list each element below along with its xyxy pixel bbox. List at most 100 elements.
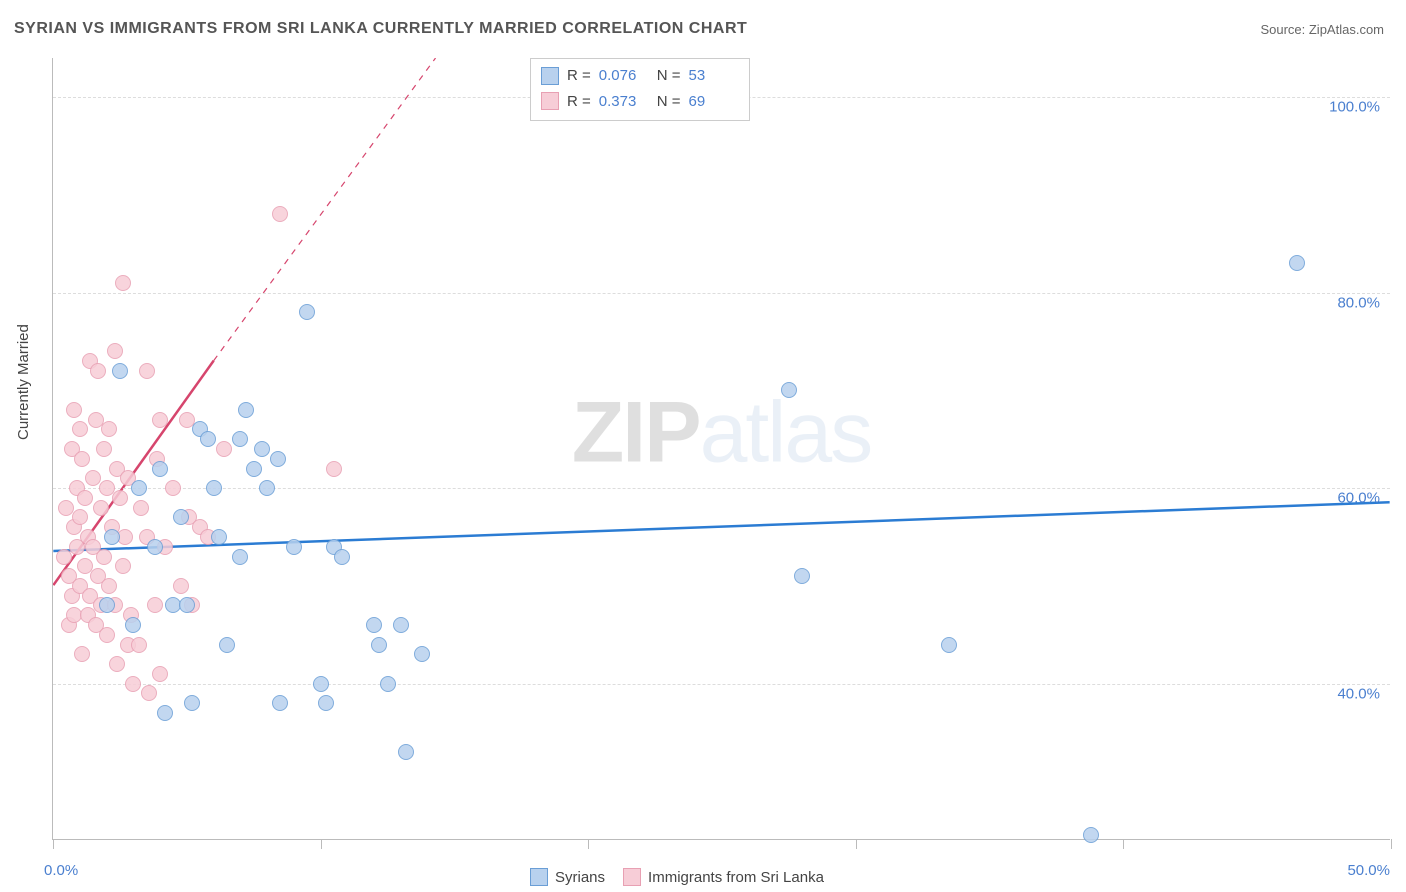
scatter-point	[794, 568, 810, 584]
legend-swatch-blue	[530, 868, 548, 886]
scatter-point	[173, 509, 189, 525]
scatter-point	[254, 441, 270, 457]
scatter-point	[165, 480, 181, 496]
scatter-point	[107, 343, 123, 359]
swatch-blue	[541, 67, 559, 85]
chart-title: SYRIAN VS IMMIGRANTS FROM SRI LANKA CURR…	[14, 20, 747, 38]
watermark: ZIPatlas	[572, 383, 871, 482]
gridline-h	[53, 488, 1390, 489]
scatter-point	[380, 676, 396, 692]
scatter-point	[414, 646, 430, 662]
scatter-point	[131, 637, 147, 653]
scatter-point	[90, 363, 106, 379]
scatter-point	[272, 695, 288, 711]
x-tick-label: 0.0%	[44, 862, 78, 879]
y-axis-label: Currently Married	[15, 324, 32, 440]
x-tick	[321, 839, 322, 849]
scatter-point	[147, 539, 163, 555]
scatter-point	[112, 490, 128, 506]
y-tick-label: 80.0%	[1337, 294, 1380, 311]
y-tick-label: 100.0%	[1329, 99, 1380, 116]
scatter-point	[313, 676, 329, 692]
scatter-point	[299, 304, 315, 320]
legend-label-srilanka: Immigrants from Sri Lanka	[648, 869, 824, 886]
correlation-stats-legend: R = 0.076 N = 53 R = 0.373 N = 69	[530, 58, 750, 121]
stats-row-pink: R = 0.373 N = 69	[541, 89, 739, 115]
plot-area: ZIPatlas 40.0% 60.0% 80.0% 100.0%	[52, 58, 1390, 840]
legend-item-srilanka: Immigrants from Sri Lanka	[623, 868, 824, 886]
scatter-point	[104, 529, 120, 545]
trend-line	[214, 58, 436, 361]
scatter-point	[152, 666, 168, 682]
legend-item-syrians: Syrians	[530, 868, 605, 886]
legend-label-syrians: Syrians	[555, 869, 605, 886]
scatter-point	[131, 480, 147, 496]
scatter-point	[334, 549, 350, 565]
scatter-point	[393, 617, 409, 633]
scatter-point	[941, 637, 957, 653]
source-attribution: Source: ZipAtlas.com	[1260, 22, 1384, 37]
scatter-point	[96, 441, 112, 457]
x-tick	[1391, 839, 1392, 849]
x-tick	[1123, 839, 1124, 849]
scatter-point	[366, 617, 382, 633]
scatter-point	[93, 500, 109, 516]
scatter-point	[77, 490, 93, 506]
scatter-point	[1289, 255, 1305, 271]
scatter-point	[398, 744, 414, 760]
scatter-point	[173, 578, 189, 594]
scatter-point	[125, 676, 141, 692]
scatter-point	[74, 646, 90, 662]
scatter-point	[74, 451, 90, 467]
scatter-point	[184, 695, 200, 711]
scatter-point	[72, 421, 88, 437]
scatter-point	[66, 402, 82, 418]
scatter-point	[115, 275, 131, 291]
scatter-point	[101, 578, 117, 594]
scatter-point	[232, 549, 248, 565]
scatter-point	[216, 441, 232, 457]
scatter-point	[152, 461, 168, 477]
scatter-point	[139, 363, 155, 379]
legend-swatch-pink	[623, 868, 641, 886]
scatter-point	[141, 685, 157, 701]
scatter-point	[326, 461, 342, 477]
scatter-point	[99, 597, 115, 613]
swatch-pink	[541, 92, 559, 110]
x-tick	[53, 839, 54, 849]
scatter-point	[371, 637, 387, 653]
scatter-point	[96, 549, 112, 565]
scatter-point	[115, 558, 131, 574]
scatter-point	[200, 431, 216, 447]
x-tick	[588, 839, 589, 849]
scatter-point	[270, 451, 286, 467]
scatter-point	[781, 382, 797, 398]
trend-line	[53, 502, 1389, 551]
scatter-point	[1083, 827, 1099, 843]
scatter-point	[206, 480, 222, 496]
scatter-point	[179, 597, 195, 613]
gridline-h	[53, 293, 1390, 294]
scatter-point	[238, 402, 254, 418]
stats-row-blue: R = 0.076 N = 53	[541, 63, 739, 89]
scatter-point	[219, 637, 235, 653]
scatter-point	[125, 617, 141, 633]
scatter-point	[246, 461, 262, 477]
y-tick-label: 40.0%	[1337, 685, 1380, 702]
scatter-point	[112, 363, 128, 379]
gridline-h	[53, 684, 1390, 685]
scatter-point	[157, 705, 173, 721]
scatter-point	[232, 431, 248, 447]
x-tick-label: 50.0%	[1347, 862, 1390, 879]
series-legend: Syrians Immigrants from Sri Lanka	[530, 868, 824, 886]
scatter-point	[211, 529, 227, 545]
scatter-point	[133, 500, 149, 516]
scatter-point	[286, 539, 302, 555]
scatter-point	[318, 695, 334, 711]
y-tick-label: 60.0%	[1337, 490, 1380, 507]
scatter-point	[259, 480, 275, 496]
scatter-point	[101, 421, 117, 437]
scatter-point	[99, 627, 115, 643]
scatter-point	[152, 412, 168, 428]
scatter-point	[272, 206, 288, 222]
